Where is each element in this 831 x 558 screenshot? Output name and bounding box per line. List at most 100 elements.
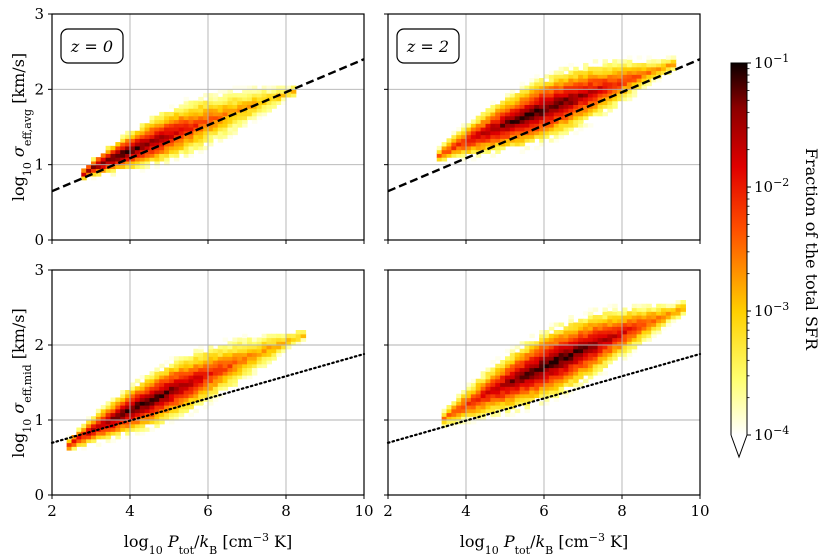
heat-cell [130, 153, 136, 158]
heat-cell [548, 123, 555, 128]
heat-cell [169, 111, 175, 117]
heat-cell [665, 315, 672, 320]
heat-cell [597, 371, 604, 376]
heat-cell [212, 378, 219, 384]
heat-cell [626, 345, 633, 350]
heat-cell [578, 367, 584, 372]
heat-cell [261, 360, 268, 365]
heat-cell [568, 337, 574, 342]
heat-cell [509, 367, 516, 372]
heat-cell [573, 100, 579, 105]
heat-cell [592, 371, 599, 376]
heat-cell [646, 74, 652, 79]
heat-cell [587, 356, 594, 361]
heat-cell [247, 367, 253, 372]
heat-cell [675, 307, 682, 312]
heat-cell [578, 78, 584, 83]
heat-cell [203, 356, 209, 361]
heat-cell [470, 420, 477, 425]
heat-cell [144, 138, 151, 143]
heat-cell [130, 382, 136, 387]
heat-cell [222, 378, 229, 384]
heat-cell [626, 318, 633, 324]
heat-cell [519, 149, 526, 154]
heat-cell [100, 408, 107, 414]
heat-cell [490, 412, 496, 417]
heat-cell [607, 326, 613, 331]
heat-cell [134, 431, 141, 436]
heat-cell [524, 405, 530, 410]
heat-cell [198, 382, 204, 387]
heat-cell [242, 375, 248, 380]
heat-cell [675, 315, 682, 320]
heat-cell [480, 382, 487, 387]
heat-cell [558, 96, 565, 102]
heat-cell [149, 386, 155, 391]
heat-cell [134, 134, 141, 139]
x-tick-label: 8 [281, 502, 291, 520]
heat-cell [212, 363, 219, 369]
heat-cell [524, 119, 530, 124]
heat-cell [115, 153, 121, 158]
heat-cell [558, 66, 565, 72]
heat-cell [173, 134, 180, 139]
heat-cell [154, 386, 160, 391]
heat-cell [534, 348, 540, 354]
heat-cell [583, 62, 589, 68]
heat-cell [237, 337, 243, 342]
heat-cell [651, 307, 657, 312]
heat-cell [76, 442, 82, 447]
heat-cell [495, 405, 501, 410]
heat-cell [203, 367, 209, 372]
heat-cell [159, 397, 165, 402]
heat-cell [251, 356, 258, 361]
heat-cell [110, 164, 116, 170]
heat-cell [441, 408, 448, 414]
heat-cell [461, 123, 467, 128]
heat-cell [271, 341, 277, 346]
heat-cell [227, 127, 233, 132]
heat-cell [568, 74, 574, 79]
heat-cell [651, 315, 657, 320]
heat-cell [558, 341, 565, 346]
heat-cell [120, 408, 126, 414]
heat-cell [573, 108, 579, 113]
heat-cell [656, 59, 662, 64]
heat-cell [505, 115, 511, 121]
heat-cell [544, 115, 550, 121]
heat-cell [290, 337, 297, 342]
heat-cell [607, 89, 613, 94]
heat-cell [500, 405, 506, 410]
heat-cell [475, 382, 482, 387]
heat-cell [242, 93, 248, 98]
heat-cell [563, 100, 569, 105]
heat-cell [105, 157, 112, 162]
heat-cell [271, 356, 277, 361]
heat-cell [480, 393, 487, 399]
heat-cell [485, 382, 491, 387]
heat-cell [490, 378, 496, 384]
heat-cell [125, 416, 131, 421]
heat-cell [446, 416, 452, 421]
heat-cell [583, 333, 589, 339]
heat-cell [256, 115, 263, 121]
heat-cell [670, 311, 677, 316]
heat-cell [91, 160, 97, 166]
heat-cell [217, 111, 224, 117]
heat-cell [105, 416, 112, 421]
heat-cell [247, 115, 253, 121]
heat-cell [286, 345, 292, 350]
heat-cell [514, 363, 521, 369]
heat-cell [217, 356, 224, 361]
heat-cell [636, 326, 643, 331]
colorbar-tick-label: 10−3 [754, 300, 789, 321]
heat-cell [607, 93, 613, 98]
heat-cell [105, 145, 112, 151]
heat-cell [524, 360, 530, 365]
heat-cell [232, 341, 238, 346]
heat-cell [115, 164, 121, 170]
heat-cell [237, 123, 243, 128]
heat-cell [461, 149, 467, 154]
heat-cell [256, 111, 263, 117]
heat-cell [198, 352, 204, 357]
